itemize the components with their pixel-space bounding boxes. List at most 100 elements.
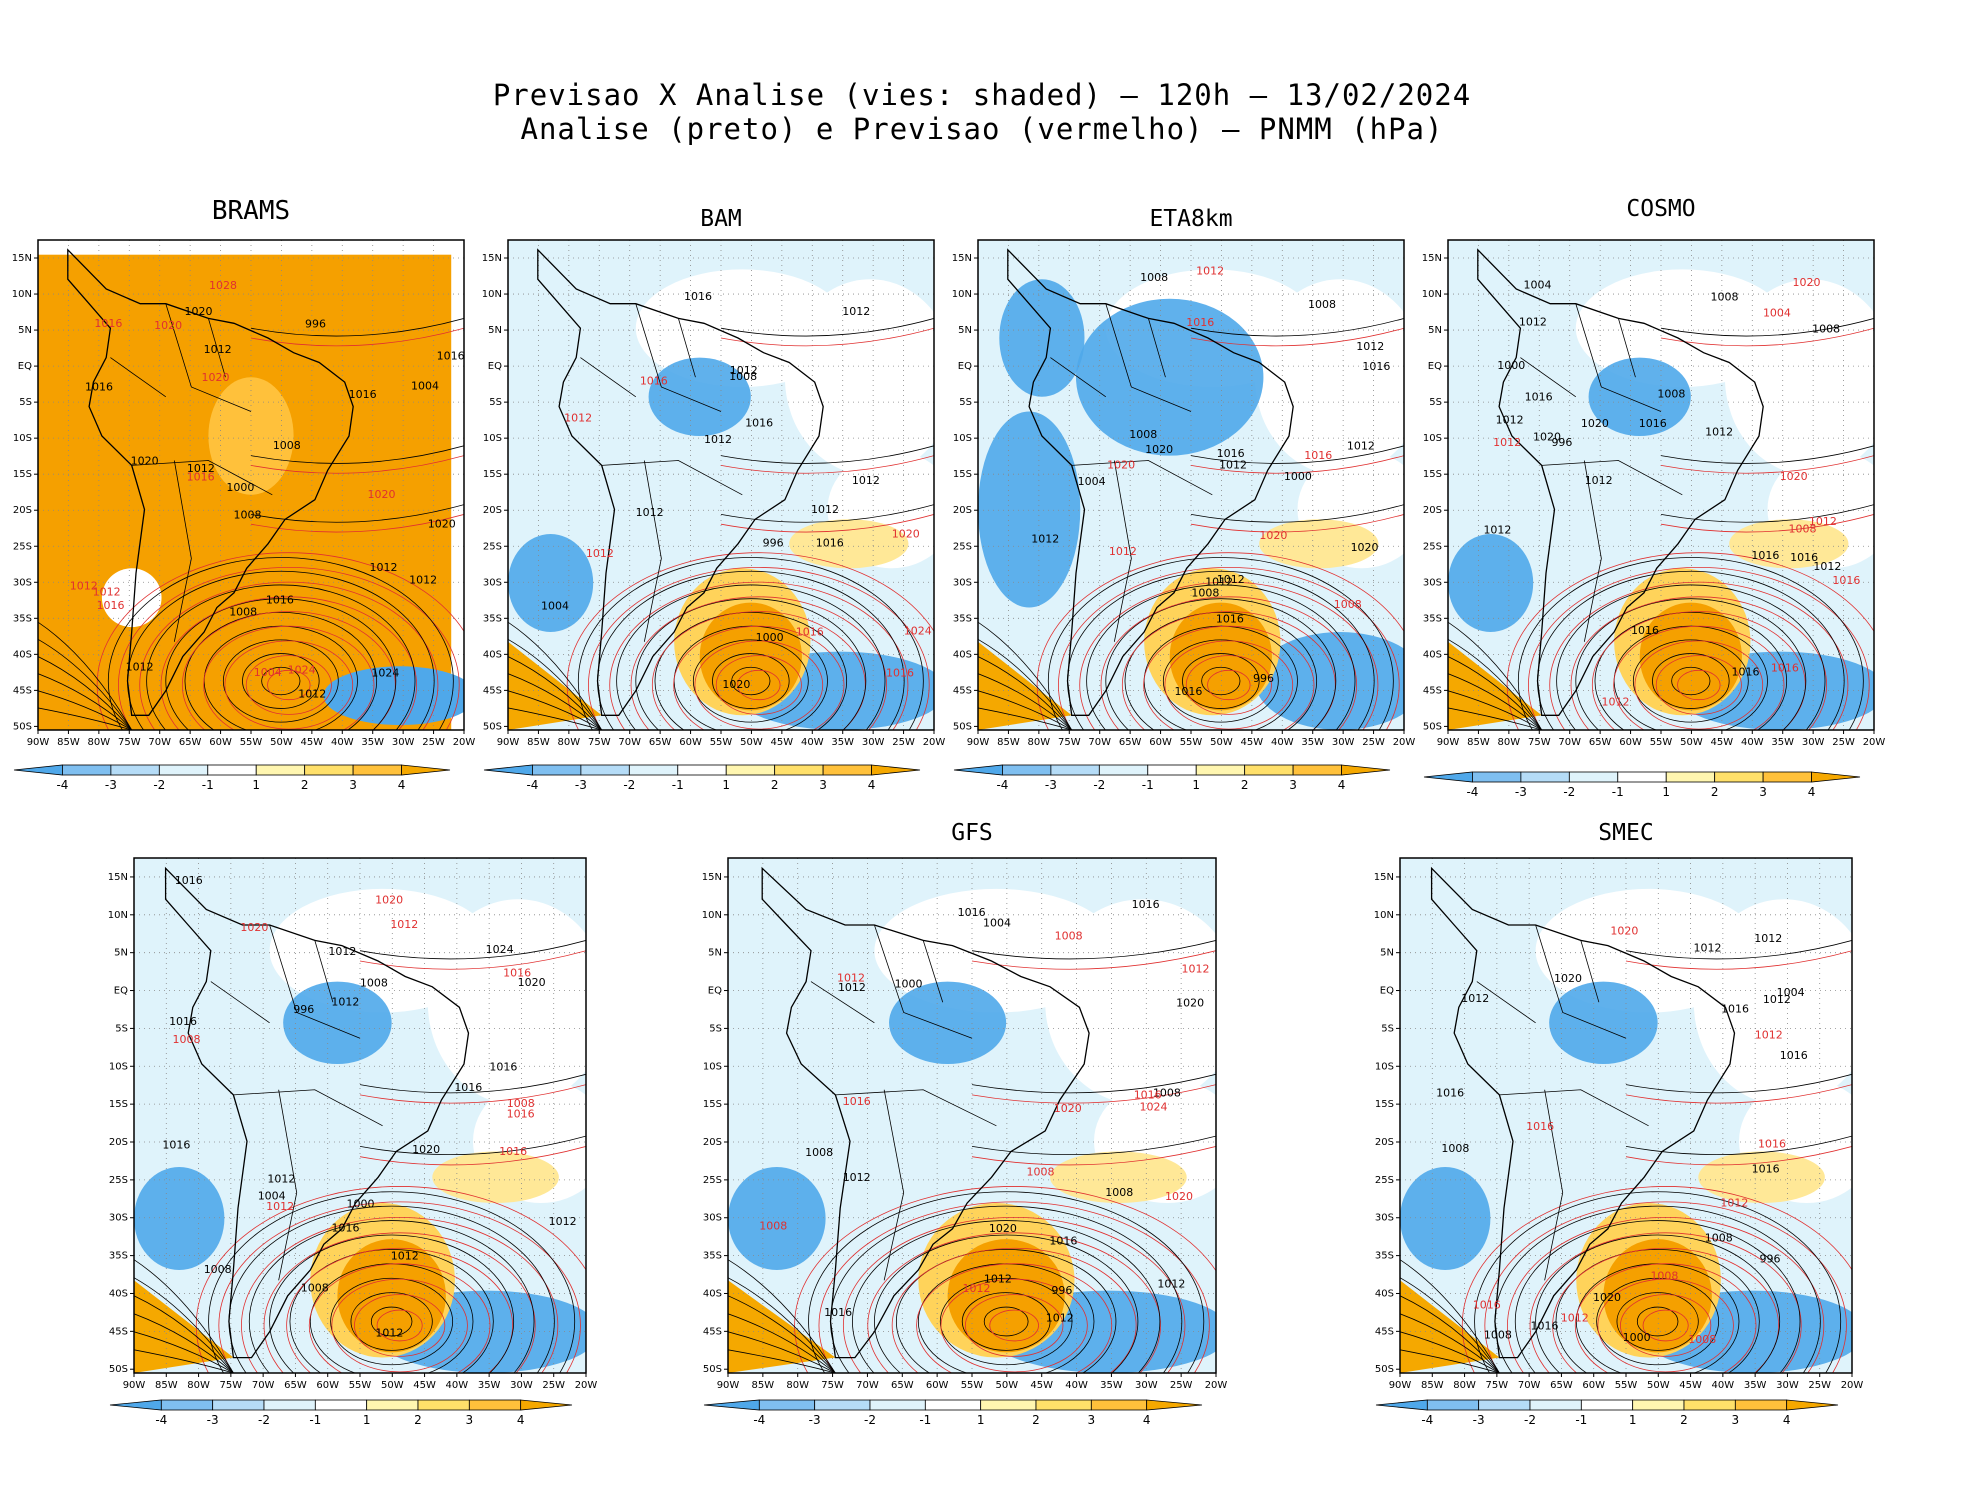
analysis-contour-label: 1012 (1585, 474, 1613, 487)
country-border (208, 318, 226, 378)
lat-tick-label: 15N (1374, 872, 1394, 883)
analysis-contour-label: 1000 (1497, 359, 1525, 372)
analysis-contour-label: 1016 (332, 1222, 360, 1235)
forecast-isobar (1552, 1247, 1780, 1373)
lon-tick-label: 25W (542, 1380, 565, 1391)
colorbar-label: -2 (153, 778, 165, 792)
analysis-isobar (1596, 1277, 1720, 1366)
colorbar-label: 1 (252, 778, 260, 792)
forecast-contour-label: 1020 (1165, 1190, 1193, 1203)
colorbar-label: -3 (1515, 785, 1527, 799)
lon-tick-label: 70W (1558, 737, 1581, 748)
colorbar-segment (110, 764, 160, 776)
neutral-bias-area (427, 899, 586, 1106)
country-border (131, 460, 273, 496)
lon-tick-label: 80W (786, 1380, 809, 1391)
analysis-contour-label: 1012 (842, 305, 870, 318)
analysis-contour-label: 1012 (730, 364, 758, 377)
analysis-contour-label: 1020 (1533, 430, 1561, 443)
lon-tick-label: 80W (1028, 737, 1051, 748)
lat-tick-label: 30S (109, 1213, 128, 1224)
lon-tick-label: 80W (1498, 737, 1521, 748)
colorbar-label: -4 (1421, 1413, 1433, 1427)
lon-tick-label: 80W (88, 737, 111, 748)
colorbar-label: 3 (1759, 785, 1767, 799)
colorbar-segment (532, 764, 582, 776)
analysis-contour-label: 1016 (1732, 665, 1760, 678)
forecast-isobar (794, 1186, 1216, 1373)
lon-tick-label: 45W (771, 737, 794, 748)
forecast-contour-label: 1020 (1107, 458, 1135, 471)
warm-bias-area (789, 519, 909, 569)
analysis-contour-label: 1008 (805, 1146, 833, 1159)
colorbar-segment (158, 764, 209, 776)
analysis-contour-label: 1012 (267, 1172, 295, 1185)
forecast-contour-label: 1008 (759, 1220, 787, 1233)
analysis-contour-label: 1000 (756, 631, 784, 644)
analysis-contour-label: 1008 (729, 370, 757, 383)
analysis-isobar (1555, 1249, 1760, 1373)
analysis-isobar (1660, 318, 1874, 337)
analysis-contour-label: 1020 (722, 678, 750, 691)
analysis-isobar (983, 1306, 1029, 1337)
analysis-isobar (1556, 584, 1826, 730)
analysis-contour-label: 1004 (983, 916, 1011, 929)
lon-tick-label: 40W (801, 737, 824, 748)
lon-tick-label: 55W (1615, 1380, 1638, 1391)
colorbar-segment (1090, 1399, 1148, 1411)
forecast-isobar (843, 1216, 1186, 1373)
analysis-isobar (1162, 639, 1279, 723)
cold-bias-area (1254, 632, 1404, 730)
lon-tick-label: 50W (381, 1380, 404, 1391)
colorbar-label: -1 (1575, 1413, 1587, 1427)
colorbar: -4 -3 -2 -1 1 2 3 4 (109, 1399, 573, 1427)
analysis-contour-label: 1008 (1441, 1142, 1469, 1155)
lon-tick-label: 55W (349, 1380, 372, 1391)
country-border (1535, 924, 1627, 1039)
lat-tick-label: 25S (483, 541, 502, 552)
colorbar-segment (980, 1399, 1037, 1411)
lon-tick-label: 40W (1741, 737, 1764, 748)
analysis-contour-label: 1020 (1593, 1291, 1621, 1304)
analysis-isobar (38, 639, 133, 730)
colorbar-segment (1035, 1399, 1092, 1411)
analysis-isobar (971, 1135, 1216, 1156)
forecast-contour-label: 1024 (288, 664, 316, 677)
colorbar-segment (1146, 1399, 1203, 1411)
analysis-contour-label: 1016 (1216, 612, 1244, 625)
lat-tick-label: 15S (483, 469, 502, 480)
forecast-isobar (818, 1201, 1210, 1373)
lat-tick-label: 30S (13, 577, 32, 588)
analysis-contour-label: 1016 (1631, 624, 1659, 637)
lon-tick-label: 85W (57, 737, 80, 748)
panel-title: GFS (951, 820, 993, 846)
analysis-contour-label: 1016 (349, 388, 377, 401)
analysis-isobar (895, 1249, 1117, 1373)
lon-tick-label: 65W (649, 737, 672, 748)
lat-tick-label: 25S (953, 541, 972, 552)
forecast-contour-label: 1012 (1720, 1196, 1748, 1209)
colorbar-segment (314, 1399, 368, 1411)
lat-tick-label: 50S (109, 1364, 128, 1375)
analysis-isobar (577, 557, 924, 730)
analysis-isobar (1400, 1349, 1500, 1373)
lat-tick-label: 30S (1375, 1213, 1394, 1224)
analysis-contour-label: 1008 (1140, 271, 1168, 284)
analysis-contour-label: 1012 (1219, 458, 1247, 471)
colorbar-segment (1665, 771, 1716, 783)
analysis-isobar (1625, 1135, 1852, 1156)
analysis-contour-label: 1012 (369, 561, 397, 574)
colorbar-segment (703, 1399, 760, 1411)
analysis-isobar (370, 1306, 413, 1337)
lat-tick-label: 15S (13, 469, 32, 480)
forecast-isobar (139, 581, 439, 730)
forecast-contour-label: 1016 (1526, 1120, 1554, 1133)
lat-tick-label: 10S (1375, 1061, 1394, 1072)
analysis-contour-label: 1012 (1496, 413, 1524, 426)
analysis-contour-label: 1016 (745, 417, 773, 430)
analysis-contour-label: 1012 (331, 995, 359, 1008)
colorbar-segment (483, 764, 533, 776)
colorbar-label: -4 (996, 778, 1008, 792)
colorbar: -4 -3 -2 -1 1 2 3 4 (483, 764, 921, 792)
forecast-contour-label: 1012 (564, 412, 592, 425)
